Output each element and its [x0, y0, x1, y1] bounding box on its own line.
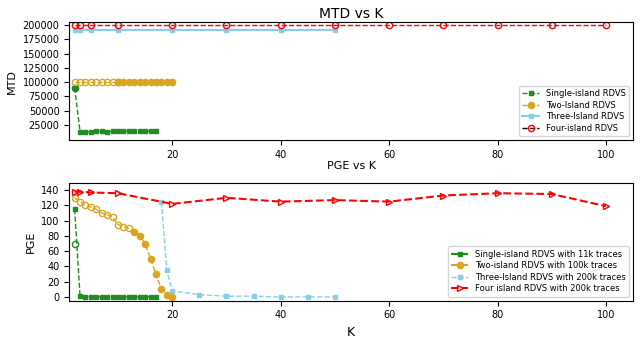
- Four-island RDVS: [114, 23, 122, 27]
- Four-island RDVS: [168, 23, 176, 27]
- Four island RDVS with 200k traces: [331, 198, 339, 202]
- Four-island RDVS: [440, 23, 447, 27]
- Four island RDVS with 200k traces: [71, 190, 79, 194]
- Four island RDVS with 200k traces: [87, 190, 95, 194]
- Three-Island RDVS with 200k traces: [331, 295, 339, 299]
- Three-Island RDVS with 200k traces: [250, 294, 257, 298]
- Four island RDVS with 200k traces: [385, 200, 393, 204]
- Three-Island RDVS with 200k traces: [223, 294, 230, 298]
- Four-island RDVS: [87, 23, 95, 27]
- Legend: Single-island RDVS with 11k traces, Two-island RDVS with 100k traces, Three-Isla: Single-island RDVS with 11k traces, Two-…: [448, 246, 629, 297]
- X-axis label: PGE vs K: PGE vs K: [326, 162, 376, 172]
- Title: MTD vs K: MTD vs K: [319, 7, 383, 21]
- Three-Island RDVS: [331, 27, 339, 31]
- Four-island RDVS: [71, 23, 79, 27]
- Four-island RDVS: [493, 23, 501, 27]
- Three-Island RDVS with 200k traces: [304, 295, 312, 299]
- Four-island RDVS: [223, 23, 230, 27]
- Three-Island RDVS with 200k traces: [163, 268, 171, 272]
- Four island RDVS with 200k traces: [168, 202, 176, 206]
- Four island RDVS with 200k traces: [602, 204, 610, 208]
- Three-Island RDVS: [223, 27, 230, 31]
- Four island RDVS with 200k traces: [493, 191, 501, 195]
- Three-Island RDVS: [71, 27, 79, 31]
- Four-island RDVS: [76, 23, 84, 27]
- Three-Island RDVS: [277, 27, 285, 31]
- Four-island RDVS: [331, 23, 339, 27]
- X-axis label: K: K: [347, 326, 355, 339]
- Three-Island RDVS with 200k traces: [277, 295, 285, 299]
- Three-Island RDVS: [76, 27, 84, 31]
- Legend: Single-island RDVS, Two-Island RDVS, Three-Island RDVS, Four-island RDVS: Single-island RDVS, Two-Island RDVS, Thr…: [519, 86, 629, 136]
- Three-Island RDVS: [168, 27, 176, 31]
- Four island RDVS with 200k traces: [223, 196, 230, 200]
- Three-Island RDVS with 200k traces: [195, 293, 203, 297]
- Four island RDVS with 200k traces: [76, 190, 84, 194]
- Four-island RDVS: [277, 23, 285, 27]
- Four island RDVS with 200k traces: [277, 200, 285, 204]
- Three-Island RDVS with 200k traces: [168, 289, 176, 293]
- Four-island RDVS: [602, 23, 610, 27]
- Y-axis label: MTD: MTD: [7, 69, 17, 94]
- Line: Three-Island RDVS: Three-Island RDVS: [72, 27, 337, 32]
- Y-axis label: PGE: PGE: [26, 230, 35, 253]
- Three-Island RDVS: [87, 27, 95, 31]
- Three-Island RDVS: [114, 27, 122, 31]
- Three-Island RDVS with 200k traces: [157, 200, 165, 204]
- Four island RDVS with 200k traces: [548, 192, 556, 196]
- Line: Four-island RDVS: Four-island RDVS: [72, 22, 609, 28]
- Four-island RDVS: [548, 23, 556, 27]
- Four island RDVS with 200k traces: [114, 191, 122, 195]
- Line: Four island RDVS with 200k traces: Four island RDVS with 200k traces: [72, 189, 609, 209]
- Line: Three-Island RDVS with 200k traces: Three-Island RDVS with 200k traces: [159, 199, 337, 299]
- Four-island RDVS: [385, 23, 393, 27]
- Four island RDVS with 200k traces: [440, 193, 447, 198]
